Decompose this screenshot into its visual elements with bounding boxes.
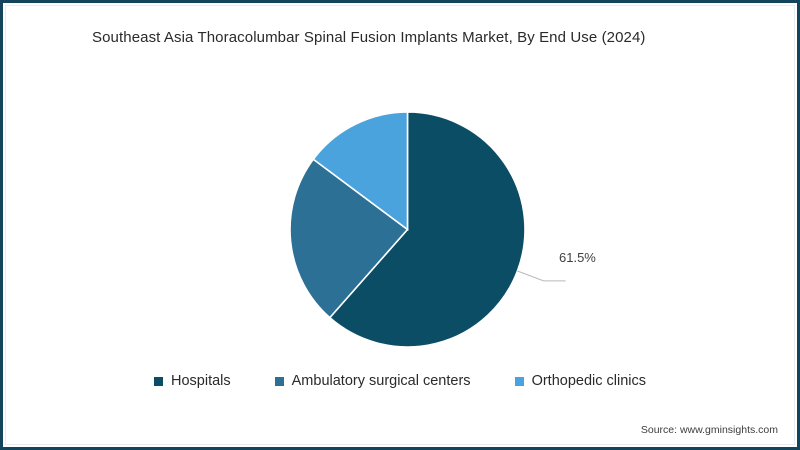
legend-item-label: Ambulatory surgical centers: [291, 373, 471, 389]
legend-item-orthopedic-clinics[interactable]: Orthopedic clinics: [514, 373, 646, 389]
legend-item-hospitals[interactable]: Hospitals: [154, 373, 231, 389]
legend-swatch-icon: [274, 376, 284, 386]
pie-slice-orthopedic-clinics[interactable]: [312, 111, 409, 232]
legend-swatch-icon: [154, 376, 163, 386]
pie-slice-hospitals[interactable]: [328, 111, 526, 348]
legend-swatch-icon: [514, 376, 524, 386]
legend-item-ambulatory-surgical-centers[interactable]: Ambulatory surgical centers: [274, 373, 471, 389]
legend-item-label: Hospitals: [171, 373, 231, 389]
pie-slice-ambulatory-surgical-centers[interactable]: [289, 158, 409, 319]
chart-legend: Hospitals Ambulatory surgical centers Or…: [0, 373, 800, 389]
callout-leader-line: [517, 270, 566, 282]
pie-slices: [289, 111, 526, 348]
pie-value-label-hospitals: 61.5%: [559, 250, 596, 265]
legend-item-label: Orthopedic clinics: [531, 373, 646, 389]
chart-title: Southeast Asia Thoracolumbar Spinal Fusi…: [92, 29, 646, 46]
source-attribution: Source: www.gminsights.com: [640, 424, 778, 436]
